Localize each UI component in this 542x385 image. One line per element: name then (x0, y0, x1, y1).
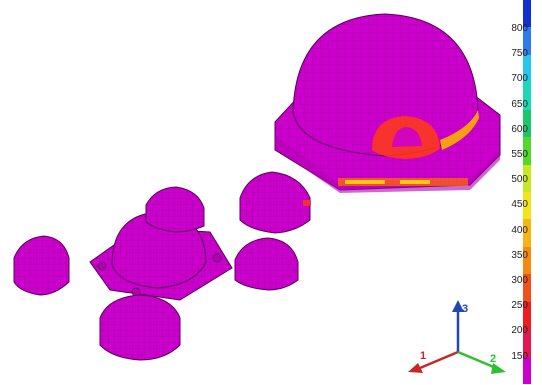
legend-color-segment (523, 0, 531, 28)
legend-color-segment (523, 246, 531, 275)
legend-color-segment (523, 27, 531, 56)
stress-color-legend (523, 0, 531, 385)
legend-color-segment (523, 54, 531, 83)
legend-tick-label: 600 (511, 123, 528, 135)
legend-tick-label: 250 (511, 300, 528, 312)
legend-color-segment (523, 274, 531, 303)
base-stress-strip-3 (400, 180, 430, 184)
dome-hotspot-small (303, 200, 311, 206)
x-axis-label: 1 (420, 350, 426, 362)
legend-tick-label: 350 (511, 249, 528, 261)
legend-color-segment (523, 192, 531, 220)
legend-tick-label: 500 (511, 174, 528, 186)
axis-triad: 3 1 2 (408, 300, 506, 374)
large-base-rim (275, 135, 500, 193)
z-axis-label: 3 (462, 303, 468, 315)
legend-tick-label: 200 (511, 325, 528, 337)
large-dome-structure (274, 13, 501, 193)
legend-color-segment (523, 301, 531, 330)
legend-tick-label: 400 (511, 224, 528, 236)
x-axis-arrowhead (408, 363, 423, 373)
corner-mark-1 (97, 261, 107, 271)
x-axis-line (419, 350, 459, 370)
legend-color-segment (523, 82, 531, 111)
small-dome-left (13, 235, 70, 296)
legend-tick-label: 650 (511, 98, 528, 110)
y-axis-label: 2 (490, 353, 496, 365)
large-dome-hotspot-inner (392, 127, 422, 147)
legend-tick-label: 300 (511, 275, 528, 286)
y-axis-line (457, 350, 497, 370)
legend-tick-label: 450 (511, 199, 528, 211)
legend-tick-label: 700 (511, 73, 528, 85)
legend-color-segment (523, 164, 531, 193)
legend-color-segment (523, 356, 531, 385)
large-dome-cap (292, 13, 479, 157)
z-axis-arrowhead (452, 300, 464, 312)
legend-color-segment (523, 219, 531, 248)
large-dome-stress-band (440, 110, 479, 150)
legend-tick-label: 150 (511, 350, 528, 362)
legend-color-segment (523, 137, 531, 166)
corner-mark-2 (212, 253, 222, 263)
base-stress-strip-2 (345, 180, 385, 184)
small-dome-right-upper (239, 171, 311, 234)
small-dome-bottom (99, 294, 181, 361)
legend-tick-label: 550 (511, 149, 528, 160)
legend-tick-label: 750 (511, 48, 528, 60)
small-dome-top (145, 186, 205, 233)
legend-color-segment (523, 109, 531, 138)
small-dome-right-lower (234, 237, 299, 291)
legend-color-segment (523, 329, 531, 358)
legend-tick-label: 800 (511, 23, 528, 34)
y-axis-arrowhead (491, 363, 506, 374)
